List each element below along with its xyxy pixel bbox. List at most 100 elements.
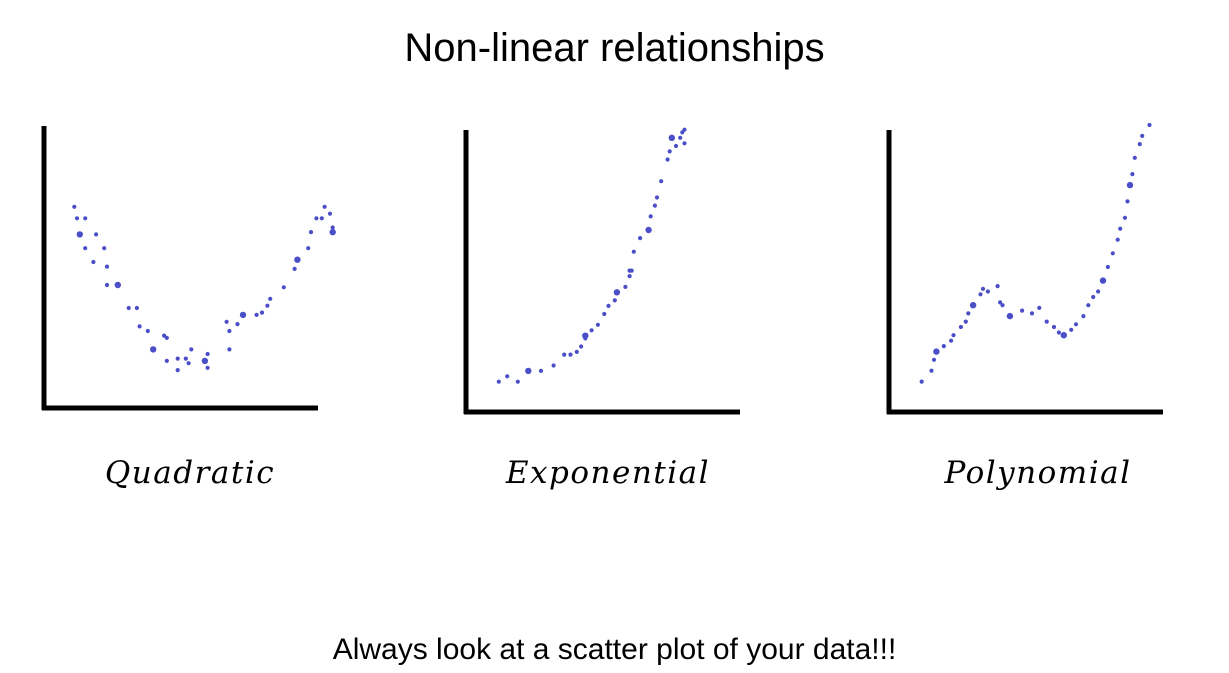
quadratic-point bbox=[235, 322, 240, 327]
footer-note: Always look at a scatter plot of your da… bbox=[332, 633, 897, 666]
polynomial-point bbox=[949, 338, 954, 343]
quadratic-point bbox=[308, 230, 314, 235]
polynomial-point bbox=[1132, 155, 1137, 160]
polynomial-point bbox=[963, 319, 968, 324]
quadratic-point bbox=[164, 358, 169, 363]
exponential-point bbox=[668, 134, 675, 141]
exponential-point bbox=[574, 349, 579, 354]
exponential-point bbox=[562, 352, 567, 357]
exponential-point bbox=[568, 352, 573, 357]
polynomial-point bbox=[1056, 330, 1061, 335]
polynomial-point bbox=[1137, 142, 1142, 147]
polynomial-point bbox=[933, 348, 940, 355]
chart-label-polynomial: Polynomial bbox=[944, 455, 1132, 491]
quadratic-point bbox=[145, 328, 150, 334]
quadratic-point bbox=[327, 211, 333, 216]
quadratic-point bbox=[322, 204, 327, 209]
polynomial-point bbox=[1073, 322, 1079, 327]
exponential-point bbox=[682, 141, 687, 146]
quadratic-point bbox=[294, 256, 301, 263]
exponential-point bbox=[589, 328, 594, 333]
exponential-point bbox=[595, 322, 601, 327]
polynomial-point bbox=[1029, 311, 1035, 316]
quadratic-point bbox=[104, 282, 110, 288]
page-title: Non-linear relationships bbox=[404, 26, 825, 70]
chart-exponential bbox=[463, 127, 740, 415]
exponential-point bbox=[612, 298, 617, 303]
exponential-point bbox=[606, 303, 611, 308]
chart-quadratic bbox=[41, 126, 336, 411]
polynomial-point bbox=[985, 289, 991, 294]
exponential-point bbox=[551, 363, 556, 368]
quadratic-point bbox=[227, 328, 232, 334]
exponential-point bbox=[538, 368, 544, 373]
polynomial-point bbox=[941, 344, 946, 349]
quadratic-point bbox=[104, 264, 110, 269]
quadratic-point bbox=[201, 357, 209, 365]
quadratic-point bbox=[224, 319, 229, 324]
chart-polynomial bbox=[886, 122, 1163, 415]
quadratic-point bbox=[72, 204, 77, 209]
polynomial-point bbox=[1096, 289, 1101, 294]
polynomial-point bbox=[958, 324, 964, 330]
quadratic-point bbox=[134, 305, 139, 311]
exponential-point bbox=[645, 226, 652, 234]
quadratic-point bbox=[265, 303, 270, 308]
exponential-point bbox=[505, 374, 510, 379]
polynomial-point bbox=[995, 284, 1000, 289]
polynomial-point bbox=[1020, 308, 1025, 313]
quadratic-point bbox=[91, 259, 96, 265]
polynomial-point bbox=[931, 357, 937, 362]
exponential-point bbox=[602, 311, 607, 317]
quadratic-point bbox=[189, 347, 194, 352]
polynomial-point bbox=[1044, 319, 1049, 324]
polynomial-point bbox=[1125, 199, 1130, 204]
quadratic-point bbox=[268, 296, 273, 301]
quadratic-point bbox=[186, 361, 191, 366]
polynomial-point bbox=[919, 379, 924, 384]
polynomial-point bbox=[969, 302, 977, 309]
quadratic-point bbox=[94, 232, 99, 237]
polynomial-point bbox=[1140, 133, 1145, 138]
quadratic-point bbox=[150, 346, 157, 353]
quadratic-point bbox=[137, 324, 142, 329]
quadratic-point bbox=[306, 246, 311, 251]
exponential-point bbox=[525, 367, 532, 375]
exponential-point bbox=[659, 179, 664, 184]
polynomial-point bbox=[1000, 303, 1005, 308]
quadratic-point bbox=[319, 216, 324, 221]
quadratic-point bbox=[183, 356, 188, 361]
quadratic-point bbox=[259, 310, 265, 315]
polynomial-point bbox=[978, 292, 983, 297]
quadratic-point bbox=[329, 228, 336, 236]
quadratic-point bbox=[114, 281, 122, 289]
polynomial-point bbox=[1060, 332, 1068, 339]
exponential-point bbox=[678, 135, 683, 140]
polynomial-point bbox=[1110, 251, 1115, 256]
exponential-point bbox=[496, 379, 501, 384]
exponential-point bbox=[673, 143, 679, 149]
exponential-point bbox=[629, 268, 634, 273]
quadratic-point bbox=[74, 216, 80, 221]
polynomial-point bbox=[1115, 237, 1120, 242]
exponential-point bbox=[667, 149, 672, 154]
polynomial-point bbox=[1051, 324, 1057, 330]
polynomial-point bbox=[929, 368, 934, 373]
quadratic-point bbox=[281, 285, 286, 290]
quadratic-point bbox=[254, 312, 259, 317]
polynomial-point bbox=[1081, 314, 1086, 319]
quadratic-point bbox=[126, 305, 131, 311]
polynomial-point bbox=[980, 286, 986, 291]
exponential-point bbox=[627, 274, 632, 279]
chart-label-quadratic: Quadratic bbox=[104, 455, 276, 491]
polynomial-point bbox=[1130, 172, 1135, 177]
polynomial-point bbox=[966, 311, 971, 316]
quadratic-point bbox=[205, 351, 210, 357]
exponential-point bbox=[613, 289, 621, 296]
polynomial-point bbox=[1006, 312, 1014, 320]
polynomial-point bbox=[1126, 181, 1134, 189]
quadratic-point bbox=[292, 266, 297, 271]
polynomial-point bbox=[1099, 277, 1107, 284]
polynomial-point bbox=[1086, 303, 1091, 308]
